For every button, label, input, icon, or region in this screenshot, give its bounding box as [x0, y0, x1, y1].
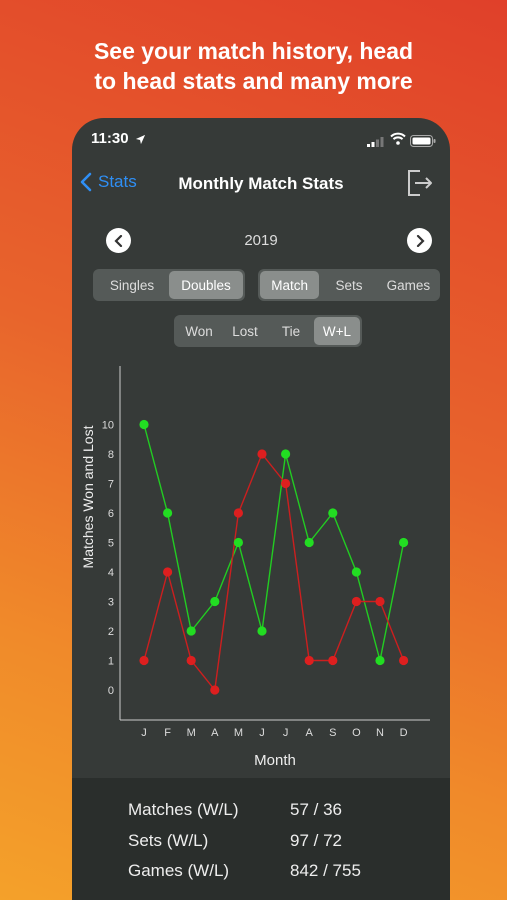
data-point [375, 655, 385, 666]
data-point [210, 685, 220, 695]
segment-won[interactable]: Won [185, 323, 213, 339]
data-point [257, 626, 267, 636]
data-point [281, 478, 291, 489]
summary-label: Matches (W/L) [128, 800, 239, 819]
data-point [351, 596, 361, 607]
segment-lost[interactable]: Lost [232, 323, 258, 339]
segment-tie[interactable]: Tie [281, 323, 301, 339]
y-tick-label: 7 [108, 479, 114, 491]
y-tick-label: 3 [108, 597, 114, 609]
y-tick-label: 4 [108, 567, 114, 579]
x-tick-label: J [141, 727, 147, 739]
promo-line-1: See your match history, head [93, 38, 414, 64]
previous-year-button[interactable] [106, 228, 131, 253]
data-point [375, 596, 385, 607]
x-tick-label: M [187, 727, 196, 739]
summary-label: Sets (W/L) [128, 831, 209, 850]
status-bar: 11:30 [72, 130, 450, 150]
x-tick-label: J [259, 727, 265, 739]
wifi-icon [390, 132, 406, 150]
data-point [328, 655, 338, 666]
phone-screen: 11:30 Stats [72, 118, 450, 900]
summary-row-games: Games (W/L) 842 / 755 [128, 861, 361, 881]
data-point [257, 449, 267, 459]
monthly-stats-chart: 0 1 2 3 4 5 6 7 8 10 J F M A M J J A S O N D Matches Won and … [80, 366, 430, 769]
data-point [163, 508, 173, 518]
location-arrow-icon [135, 132, 146, 150]
segment-match[interactable]: Match [260, 271, 320, 299]
chevron-left-icon [80, 172, 92, 192]
x-tick-label: M [234, 727, 243, 739]
y-axis-label: Matches Won and Lost [80, 425, 96, 568]
result-segmented-control: Won Lost Tie W+L [174, 315, 362, 347]
data-point [139, 655, 149, 666]
data-point [163, 567, 173, 577]
data-point [399, 655, 409, 666]
data-point [186, 655, 196, 666]
cellular-signal-icon [367, 134, 384, 152]
page-title: Monthly Match Stats [178, 174, 344, 193]
back-label: Stats [98, 172, 137, 191]
chart-lines [143, 424, 405, 692]
segment-sets[interactable]: Sets [335, 277, 363, 293]
data-point [399, 537, 409, 548]
summary-value: 57 / 36 [290, 800, 342, 819]
x-tick-label: S [329, 727, 336, 739]
summary-value: 97 / 72 [290, 831, 342, 850]
summary-label: Games (W/L) [128, 861, 230, 880]
x-tick-label: N [376, 727, 384, 739]
chart-axes: 0 1 2 3 4 5 6 7 8 10 J F M A M J J A S O N D [102, 366, 430, 739]
x-tick-label: F [164, 727, 171, 739]
back-button[interactable]: Stats [80, 172, 137, 192]
next-year-button[interactable] [407, 228, 432, 253]
summary-value: 842 / 755 [290, 861, 361, 880]
x-tick-label: A [306, 727, 314, 739]
summary-row-matches: Matches (W/L) 57 / 36 [128, 800, 342, 820]
series-line [143, 452, 405, 692]
export-icon [408, 170, 432, 196]
export-button[interactable] [406, 168, 434, 203]
status-time: 11:30 [91, 130, 129, 147]
data-point [281, 449, 291, 459]
match-type-segmented-control: Singles Doubles [93, 269, 245, 301]
y-tick-label: 5 [108, 538, 114, 550]
y-tick-label: 2 [108, 626, 114, 638]
year-label: 2019 [244, 232, 278, 249]
chart-points [139, 419, 409, 695]
y-tick-label: 0 [108, 685, 114, 697]
x-tick-label: A [211, 727, 219, 739]
x-tick-label: J [283, 727, 289, 739]
data-point [210, 596, 220, 607]
data-point [304, 655, 314, 666]
battery-icon [410, 134, 436, 152]
x-axis-label: Month [254, 752, 296, 769]
summary-row-sets: Sets (W/L) 97 / 72 [128, 831, 342, 851]
segment-games[interactable]: Games [386, 277, 431, 293]
chevron-right-icon [416, 234, 425, 247]
promo-line-2: to head stats and many more [94, 68, 413, 94]
segment-won-plus-lost[interactable]: W+L [314, 317, 360, 345]
promo-headline: See your match history, head to head sta… [0, 36, 507, 96]
y-tick-label: 8 [108, 449, 114, 461]
segment-doubles[interactable]: Doubles [169, 271, 243, 299]
x-tick-label: D [400, 727, 408, 739]
segment-singles[interactable]: Singles [109, 277, 155, 293]
data-point [233, 537, 243, 548]
x-tick-label: O [352, 727, 361, 739]
series-line [143, 424, 405, 661]
chevron-left-icon [113, 234, 122, 247]
data-point [186, 626, 196, 636]
y-tick-label: 6 [108, 508, 114, 520]
y-tick-label: 1 [108, 656, 114, 668]
year-selector: 2019 [72, 228, 450, 254]
data-point [139, 419, 149, 430]
summary-panel: Matches (W/L) 57 / 36 Sets (W/L) 97 / 72… [72, 778, 450, 900]
y-tick-label: 10 [102, 420, 114, 432]
metric-segmented-control: Match Sets Games [258, 269, 440, 301]
data-point [351, 567, 361, 577]
data-point [304, 537, 314, 548]
data-point [233, 508, 243, 518]
data-point [328, 508, 338, 518]
navigation-bar: Stats Monthly Match Stats [72, 168, 450, 200]
